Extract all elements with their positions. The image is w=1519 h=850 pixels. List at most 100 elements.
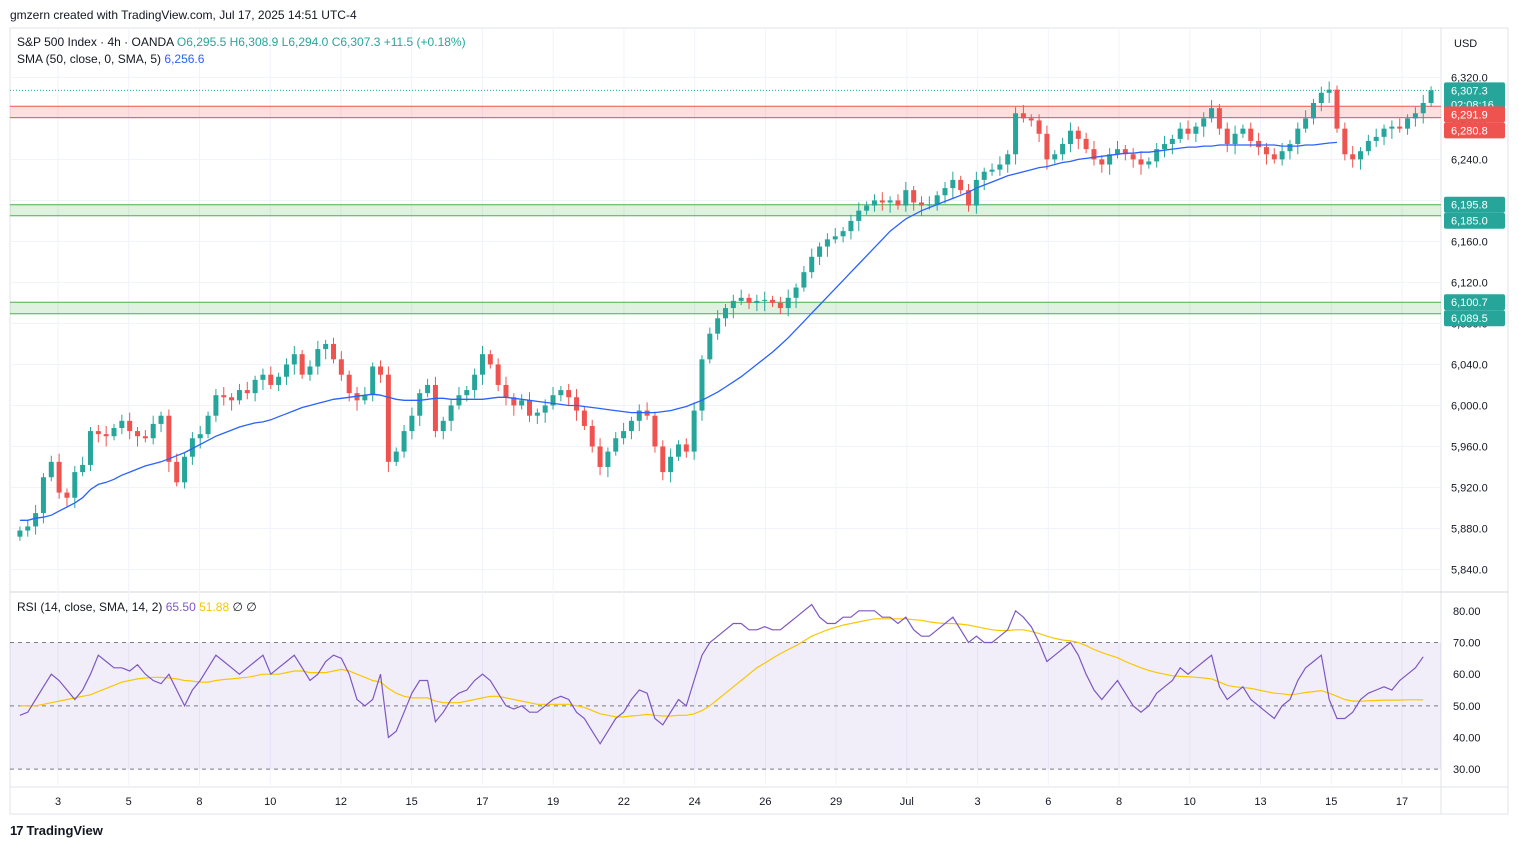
candle-body bbox=[1295, 128, 1301, 145]
price-badge-bg bbox=[1444, 212, 1505, 229]
rsi-legend: RSI (14, close, SMA, 14, 2) 65.50 51.88 … bbox=[17, 600, 257, 614]
price-tick-label: 6,320.0 bbox=[1451, 72, 1488, 84]
candle-body bbox=[1177, 128, 1183, 139]
candle-body bbox=[378, 366, 384, 375]
candle-body bbox=[1044, 133, 1050, 160]
rsi-label[interactable]: RSI (14, close, SMA, 14, 2) bbox=[17, 600, 163, 614]
candle-body bbox=[299, 354, 305, 375]
candle-body bbox=[542, 405, 548, 413]
time-tick-label: 17 bbox=[1396, 796, 1408, 808]
candle-body bbox=[221, 395, 227, 398]
candle-body bbox=[762, 299, 768, 301]
candle-body bbox=[1263, 147, 1269, 155]
rsi-ma-value: 51.88 bbox=[199, 600, 230, 614]
price-badge-bg bbox=[1444, 106, 1505, 123]
candle-body bbox=[1271, 154, 1277, 160]
candle-body bbox=[111, 428, 117, 437]
time-tick-label: 15 bbox=[1325, 796, 1337, 808]
candle-body bbox=[479, 354, 485, 375]
candle-body bbox=[1091, 149, 1097, 160]
candle-body bbox=[1310, 103, 1316, 119]
time-tick-label: 15 bbox=[406, 796, 418, 808]
candle-body bbox=[1060, 144, 1066, 155]
candle-body bbox=[1428, 90, 1434, 104]
rsi-value: 65.50 bbox=[165, 600, 196, 614]
candle-body bbox=[1005, 154, 1011, 165]
candle-body bbox=[417, 393, 423, 416]
sma-value: 6,256.6 bbox=[164, 52, 205, 66]
price-badge-bg bbox=[1444, 196, 1505, 213]
candle-body bbox=[699, 359, 705, 411]
candle-body bbox=[605, 451, 611, 467]
chart-header: gmzern created with TradingView.com, Jul… bbox=[10, 8, 357, 22]
candle-body bbox=[1075, 130, 1081, 139]
candle-body bbox=[464, 390, 470, 396]
candle-body bbox=[1326, 89, 1332, 93]
zone-fill bbox=[10, 204, 1441, 216]
time-tick-label: 5 bbox=[126, 796, 132, 808]
candle-body bbox=[1365, 140, 1371, 152]
tradingview-logo-icon: 17 bbox=[10, 823, 24, 838]
sma-label[interactable]: SMA (50, close, 0, SMA, 5) bbox=[17, 52, 162, 66]
time-tick-label: 17 bbox=[476, 796, 488, 808]
price-badge-value: 6,195.8 bbox=[1451, 200, 1488, 212]
symbol-label[interactable]: S&P 500 Index · 4h · OANDA bbox=[17, 35, 174, 49]
candle-body bbox=[385, 374, 391, 462]
currency-label[interactable]: USD bbox=[1454, 38, 1478, 50]
candle-body bbox=[448, 405, 454, 421]
candle-body bbox=[660, 446, 666, 473]
price-tick-label: 5,840.0 bbox=[1451, 564, 1488, 576]
candle-body bbox=[1138, 159, 1144, 165]
candle-body bbox=[942, 188, 948, 196]
candle-body bbox=[628, 420, 634, 432]
candle-body bbox=[997, 164, 1003, 170]
candle-body bbox=[150, 423, 156, 439]
candle-body bbox=[1201, 118, 1207, 127]
candle-body bbox=[1154, 149, 1160, 162]
candle-body bbox=[1420, 103, 1426, 114]
candle-body bbox=[691, 410, 697, 452]
rsi-tick-label: 50.00 bbox=[1453, 701, 1481, 713]
candle-body bbox=[1114, 149, 1120, 155]
candle-body bbox=[1185, 128, 1191, 134]
candle-body bbox=[1397, 126, 1403, 129]
candle-body bbox=[793, 287, 799, 298]
candle-body bbox=[934, 195, 940, 205]
candle-body bbox=[323, 343, 329, 350]
candle-body bbox=[260, 374, 266, 380]
candle-body bbox=[636, 410, 642, 421]
sma-line bbox=[19, 141, 1338, 521]
candle-body bbox=[1342, 128, 1348, 155]
candle-body bbox=[268, 374, 274, 385]
candle-body bbox=[950, 179, 956, 189]
candle-body bbox=[1067, 130, 1073, 145]
candle-body bbox=[621, 431, 627, 439]
price-tick-label: 6,160.0 bbox=[1451, 236, 1488, 248]
candle-body bbox=[832, 236, 838, 240]
candle-body bbox=[1013, 113, 1019, 155]
candle-body bbox=[1169, 138, 1175, 145]
candle-body bbox=[142, 436, 148, 439]
candle-body bbox=[1130, 154, 1136, 160]
candle-body bbox=[252, 379, 258, 394]
candle-body bbox=[174, 461, 180, 483]
time-tick-label: 29 bbox=[830, 796, 842, 808]
candle-body bbox=[307, 366, 313, 375]
candle-body bbox=[903, 190, 909, 206]
candle-body bbox=[362, 395, 368, 401]
candle-body bbox=[1412, 113, 1418, 119]
candle-body bbox=[64, 492, 70, 498]
time-tick-label: 10 bbox=[1184, 796, 1196, 808]
candle-body bbox=[785, 297, 791, 309]
candle-body bbox=[135, 431, 141, 437]
price-tick-label: 6,240.0 bbox=[1451, 154, 1488, 166]
candle-body bbox=[871, 200, 877, 206]
candle-body bbox=[848, 220, 854, 232]
tradingview-logo: 17 TradingView bbox=[10, 823, 103, 838]
time-tick-label: 24 bbox=[689, 796, 701, 808]
candle-body bbox=[675, 444, 681, 457]
candle-body bbox=[1083, 138, 1089, 150]
candle-body bbox=[824, 239, 830, 247]
candle-body bbox=[1350, 154, 1356, 160]
